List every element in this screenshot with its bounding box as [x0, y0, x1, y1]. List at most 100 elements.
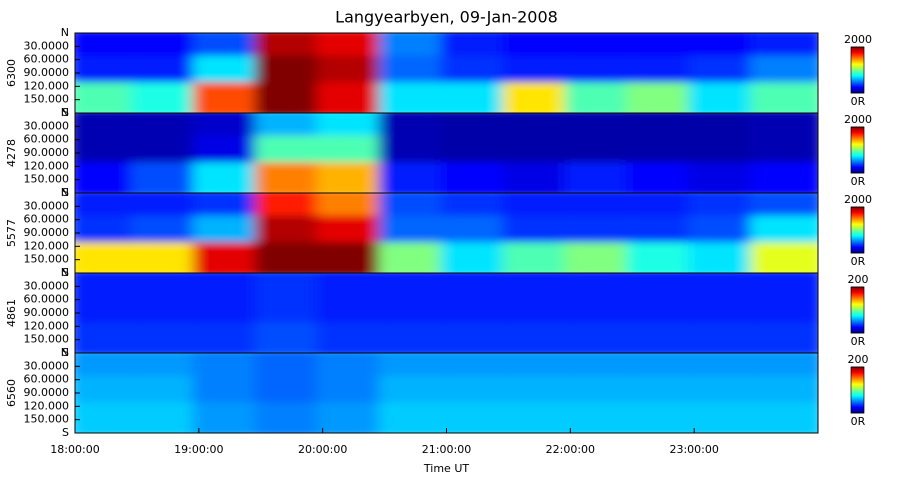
y-tick-label: 30.0000	[24, 359, 70, 372]
colorbar-label: 2000	[844, 33, 872, 46]
heatmap-cell	[502, 162, 577, 193]
heatmap-cell	[130, 322, 205, 353]
colorbar	[850, 366, 865, 414]
y-tick-label: 120.000	[24, 159, 70, 172]
heatmap-cell	[564, 82, 639, 113]
y-tick-label: 90.0000	[24, 386, 70, 399]
panel-label: 4861	[5, 299, 18, 327]
colorbar	[850, 126, 865, 174]
heatmap	[75, 113, 818, 193]
heatmap-cell	[440, 322, 515, 353]
heatmap-cell	[192, 402, 267, 433]
heatmap-cell	[688, 402, 763, 433]
colorbar-label: 2000	[844, 193, 872, 206]
colorbar	[850, 286, 865, 334]
heatmap-cell	[254, 322, 329, 353]
y-tick-label: 60.0000	[24, 213, 70, 226]
y-tick-label: N	[61, 266, 69, 279]
y-tick-label: 30.0000	[24, 199, 70, 212]
heatmap-cell	[440, 82, 515, 113]
heatmap-cell	[130, 242, 205, 273]
heatmap-cells	[75, 193, 818, 273]
heatmap-cell	[502, 402, 577, 433]
heatmap-cell	[192, 322, 267, 353]
y-tick-label: S	[62, 346, 69, 359]
heatmap-cell	[688, 322, 763, 353]
y-tick-label: N	[61, 346, 69, 359]
y-tick-label: 60.0000	[24, 53, 70, 66]
colorbar-label: 200	[848, 273, 869, 286]
panel-label: 4278	[5, 139, 18, 167]
heatmap-cells	[75, 273, 818, 353]
y-tick-label: 90.0000	[24, 226, 70, 239]
heatmap-cell	[316, 82, 391, 113]
heatmap-cell	[192, 242, 267, 273]
y-tick-label: S	[62, 106, 69, 119]
panel-label: 5577	[5, 219, 18, 247]
panel-label: 6300	[5, 59, 18, 87]
y-tick-label: 30.0000	[24, 39, 70, 52]
heatmap-cell	[130, 402, 205, 433]
heatmap-cell	[750, 242, 818, 273]
colorbar-label: 0R	[851, 415, 866, 428]
heatmap-cell	[564, 322, 639, 353]
heatmap-cell	[316, 242, 391, 273]
heatmap-cell	[750, 162, 818, 193]
y-tick-label: 90.0000	[24, 66, 70, 79]
colorbar-label: 0R	[851, 255, 866, 268]
x-tick-label: 18:00:00	[50, 443, 99, 456]
heatmap-cell	[688, 162, 763, 193]
heatmap-cell	[564, 402, 639, 433]
heatmap-cell	[316, 402, 391, 433]
heatmap-cells	[75, 33, 818, 113]
y-tick-label: N	[61, 106, 69, 119]
y-tick-label: 60.0000	[24, 293, 70, 306]
y-tick-label: S	[62, 186, 69, 199]
x-tick-label: 19:00:00	[174, 443, 223, 456]
heatmap-cell	[502, 322, 577, 353]
heatmap-cell	[440, 402, 515, 433]
heatmap-cell	[502, 82, 577, 113]
y-tick-label: S	[62, 426, 69, 439]
heatmap-cell	[626, 322, 701, 353]
heatmap-cell	[688, 242, 763, 273]
heatmap	[75, 33, 818, 113]
y-tick-label: 60.0000	[24, 373, 70, 386]
heatmap-cell	[502, 242, 577, 273]
y-tick-label: N	[61, 186, 69, 199]
panel-label: 6560	[5, 379, 18, 407]
heatmap-cell	[130, 82, 205, 113]
y-tick-label: N	[61, 26, 69, 39]
colorbar-label: 200	[848, 353, 869, 366]
y-tick-label: 150.000	[24, 173, 70, 186]
heatmap-cell	[626, 402, 701, 433]
heatmap-cell	[378, 82, 453, 113]
y-tick-label: S	[62, 266, 69, 279]
x-axis-label: Time UT	[423, 462, 469, 475]
heatmap-cells	[75, 113, 818, 193]
chart-title: Langyearbyen, 09-Jan-2008	[335, 8, 558, 27]
y-tick-label: 30.0000	[24, 279, 70, 292]
heatmap-cell	[316, 322, 391, 353]
heatmap-cell	[378, 322, 453, 353]
y-tick-label: 150.000	[24, 93, 70, 106]
y-tick-label: 150.000	[24, 333, 70, 346]
heatmap-cell	[440, 242, 515, 273]
y-tick-label: 150.000	[24, 253, 70, 266]
heatmap-cell	[440, 162, 515, 193]
y-tick-label: 120.000	[24, 79, 70, 92]
y-tick-label: 90.0000	[24, 306, 70, 319]
heatmap	[75, 353, 818, 433]
colorbar	[850, 206, 865, 254]
heatmap-cell	[192, 162, 267, 193]
y-tick-label: 150.000	[24, 413, 70, 426]
heatmap-cell	[254, 242, 329, 273]
y-tick-label: 120.000	[24, 399, 70, 412]
colorbar-label: 0R	[851, 95, 866, 108]
x-tick-label: 23:00:00	[669, 443, 718, 456]
heatmap-cell	[626, 242, 701, 273]
y-tick-label: 120.000	[24, 239, 70, 252]
heatmap-cell	[130, 162, 205, 193]
heatmap-cell	[626, 82, 701, 113]
